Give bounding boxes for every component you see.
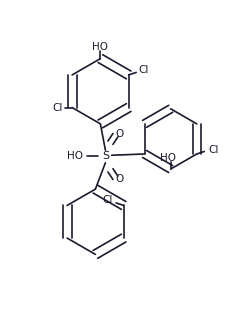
Text: HO: HO bbox=[92, 42, 108, 52]
Text: O: O bbox=[115, 174, 123, 184]
Text: Cl: Cl bbox=[138, 65, 148, 75]
Text: O: O bbox=[115, 129, 123, 139]
Text: Cl: Cl bbox=[207, 145, 218, 155]
Text: HO: HO bbox=[160, 153, 176, 163]
Text: Cl: Cl bbox=[52, 103, 62, 113]
Text: Cl: Cl bbox=[102, 195, 112, 205]
Text: HO: HO bbox=[67, 151, 83, 162]
Text: S: S bbox=[102, 151, 108, 162]
